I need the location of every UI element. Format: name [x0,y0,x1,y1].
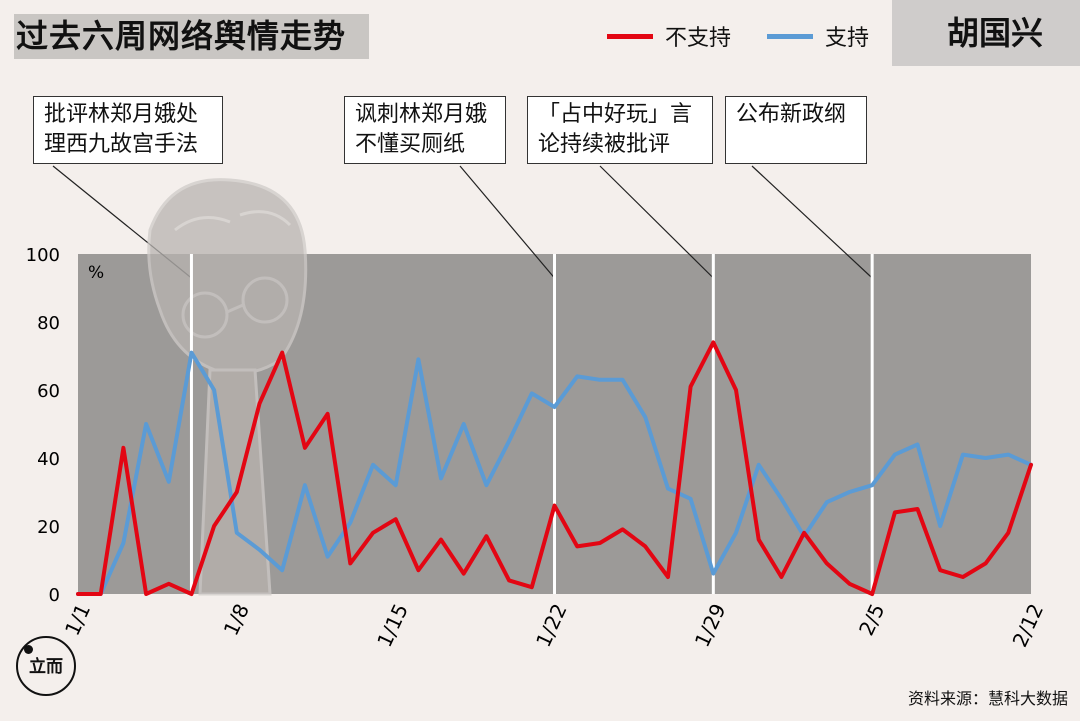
logo-icon: 立而 [16,636,76,696]
event-leader-line [599,165,714,279]
series-line-support [76,350,1033,596]
event-leader-line [459,165,555,279]
legend-item-oppose: 不支持 [607,20,731,52]
event-label-1-line1: 批评林郑月娥处 [44,102,199,127]
event-label-2-line1: 讽刺林郑月娥 [355,102,488,127]
event-markers [189,254,874,594]
event-leader-line [751,165,873,279]
x-tick-label: 1/22 [531,600,572,651]
y-tick-label: 40 [37,449,60,470]
x-tick-label: 2/5 [854,600,889,639]
legend-label-support: 支持 [825,26,870,51]
event-label-3: 「占中好玩」言 论持续被批评 [527,96,713,164]
x-tick-label: 1/1 [60,600,95,639]
series-lines [76,340,1033,596]
x-tick-label: 2/12 [1007,600,1048,651]
x-tick-label: 1/8 [219,600,254,639]
event-label-1: 批评林郑月娥处 理西九故宫手法 [33,96,223,164]
y-tick-label: 0 [49,585,60,606]
legend-swatch-oppose [607,33,653,39]
y-tick-label: 20 [37,517,60,538]
series-line-oppose [76,340,1033,596]
event-label-4: 公布新政纲 [725,96,867,164]
event-label-2-line2: 不懂买厕纸 [355,132,466,157]
y-tick-label: 60 [37,381,60,402]
event-label-1-line2: 理西九故宫手法 [44,132,199,157]
event-label-3-line2: 论持续被批评 [538,132,671,157]
event-label-2: 讽刺林郑月娥 不懂买厕纸 [344,96,506,164]
legend-item-support: 支持 [767,20,869,52]
x-tick-label: 1/29 [690,600,731,651]
person-name: 胡国兴 [892,0,1080,66]
logo-dot [24,645,33,654]
source-note: 资料来源：慧科大数据 [907,689,1068,708]
y-axis-unit: % [88,263,104,283]
legend-swatch-support [767,33,813,39]
logo-text: 立而 [29,657,63,677]
legend-label-oppose: 不支持 [665,26,732,51]
chart-title: 过去六周网络舆情走势 [14,14,369,59]
y-tick-label: 80 [37,313,60,334]
x-tick-label: 1/15 [372,600,413,651]
y-tick-label: 100 [26,245,60,266]
event-label-4-line1: 公布新政纲 [736,102,847,127]
event-label-3-line1: 「占中好玩」言 [538,102,693,127]
